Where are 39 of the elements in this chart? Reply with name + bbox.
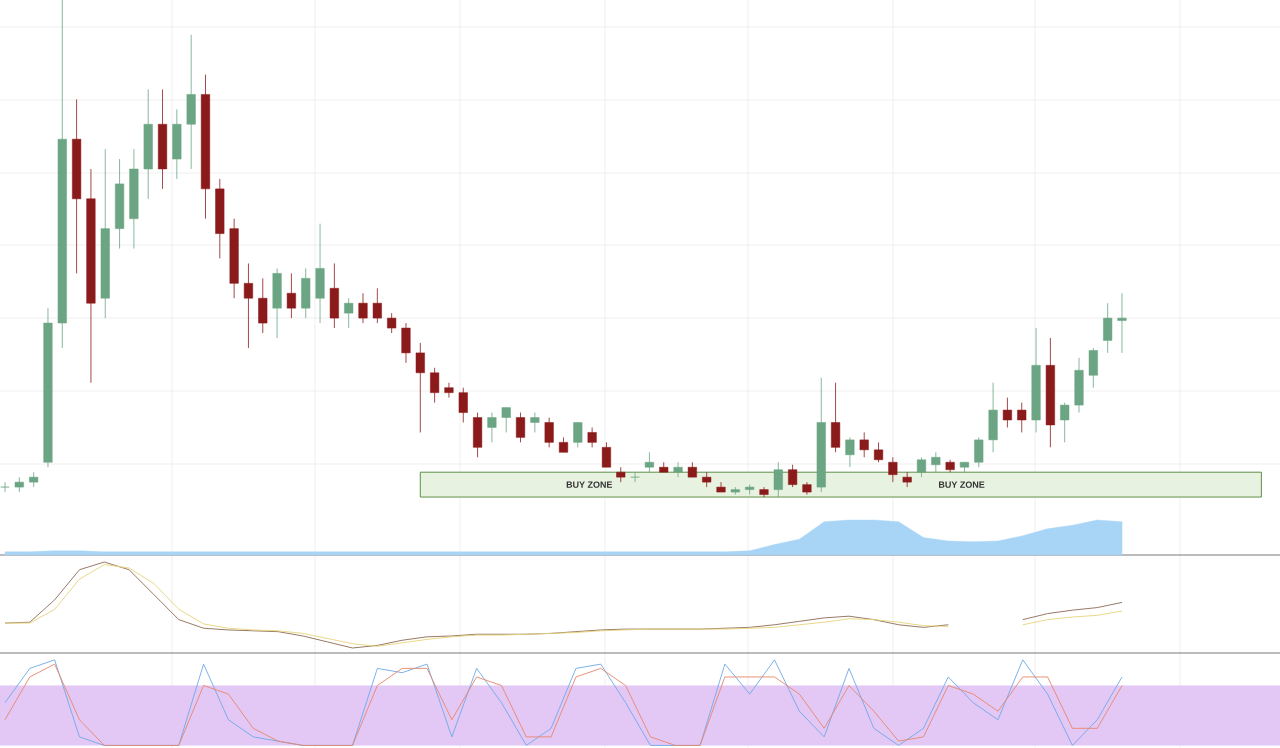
candlestick [916,456,927,478]
candlestick [644,451,654,473]
candlestick [759,486,769,498]
candlestick [372,287,382,324]
candlestick [888,456,898,483]
candlestick [358,292,368,324]
candlestick [859,432,869,458]
candlestick [974,437,984,468]
band-label: BUY ZONE [566,481,613,488]
candlestick [430,367,440,404]
candlestick [788,464,798,488]
candlestick [487,412,497,443]
candlestick [530,412,540,433]
candlestick [344,297,354,329]
candlestick [387,312,397,334]
candlestick [544,417,554,448]
candlestick [515,412,526,443]
candlestick [573,422,583,448]
candlestick [1002,397,1012,428]
candlestick [501,407,511,433]
candlestick [931,451,941,473]
annotation: BUY ZONE [939,481,985,488]
candlestick [845,437,855,468]
candlestick [444,382,454,399]
candlestick [1060,402,1070,443]
candlestick [286,272,296,319]
candlestick [773,461,783,498]
candlestick [0,481,10,493]
candlestick [673,461,683,478]
candlestick [243,263,253,349]
candlestick [873,441,884,463]
candlestick [458,387,468,423]
candlestick [1017,402,1027,433]
candlestick [716,481,726,493]
candlestick [1103,302,1113,354]
candlestick [587,427,597,448]
candlestick [415,342,425,433]
candlestick [601,441,611,468]
candlestick [1117,292,1127,354]
